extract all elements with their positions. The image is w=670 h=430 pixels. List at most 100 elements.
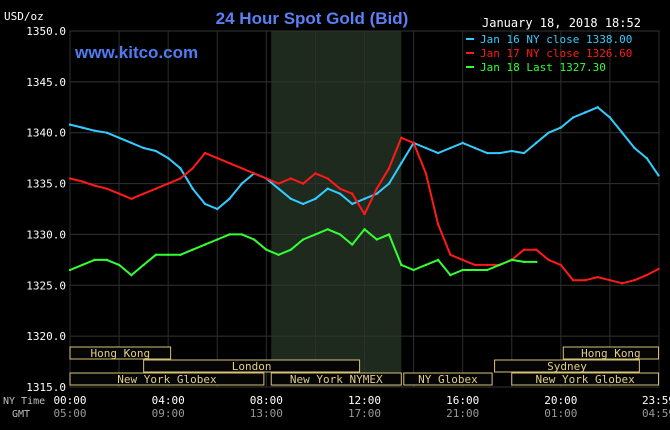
- data-point: [81, 180, 84, 183]
- data-point: [571, 279, 575, 282]
- data-point: [449, 146, 452, 150]
- data-point: [179, 253, 182, 256]
- data-point: [412, 268, 415, 272]
- data-point: [449, 273, 452, 277]
- data-point: [326, 187, 329, 190]
- data-point: [203, 243, 207, 246]
- data-point: [240, 167, 243, 170]
- data-point: [117, 192, 121, 195]
- data-point: [608, 116, 612, 119]
- x-tick-label-gmt: 13:00: [250, 407, 283, 420]
- data-point: [522, 151, 526, 155]
- legend-entry: Jan 17 NY close 1326.60: [480, 47, 632, 60]
- session-label: New York Globex: [117, 373, 217, 386]
- data-point: [473, 263, 477, 267]
- x-tick-label-ny: 20:00: [544, 394, 577, 407]
- session-bar: [270, 372, 402, 386]
- data-point: [584, 111, 587, 114]
- data-point: [289, 197, 293, 201]
- data-point: [93, 129, 96, 132]
- grid-lines: [69, 30, 660, 388]
- data-point: [424, 172, 428, 175]
- data-point: [608, 279, 612, 282]
- data-point: [657, 267, 660, 271]
- data-point: [166, 182, 170, 185]
- data-point: [412, 141, 415, 145]
- market-sessions: Hong Kong London New York Globex New York N…: [69, 346, 660, 386]
- session-label: New York Globex: [535, 373, 635, 386]
- data-point: [117, 263, 121, 267]
- session-bar: [143, 359, 361, 373]
- data-point: [179, 167, 182, 170]
- session-label: Hong Kong: [91, 347, 151, 360]
- data-point: [522, 260, 526, 264]
- data-point: [473, 268, 477, 272]
- x-tick-label-ny: 23:59: [642, 394, 670, 407]
- data-point: [449, 253, 452, 256]
- data-point: [535, 248, 538, 251]
- data-point: [301, 202, 305, 206]
- data-point: [535, 141, 538, 145]
- data-point: [130, 141, 133, 145]
- data-point: [338, 187, 342, 190]
- y-tick-label: 1345.0: [26, 76, 66, 89]
- data-point: [547, 131, 550, 134]
- session-bar: [69, 346, 172, 360]
- data-point: [191, 167, 194, 170]
- session-label: NY Globex: [418, 373, 478, 386]
- y-tick-label: 1320.0: [26, 330, 66, 343]
- data-point: [363, 228, 366, 231]
- data-point: [228, 233, 231, 236]
- data-point: [191, 248, 194, 251]
- y-tick-label: 1325.0: [26, 279, 66, 292]
- x-tick-label-gmt: 21:00: [446, 407, 479, 420]
- data-point: [461, 268, 464, 272]
- data-point: [228, 162, 231, 165]
- data-point: [203, 202, 207, 206]
- data-point: [191, 187, 194, 190]
- data-point: [252, 172, 256, 175]
- data-point: [326, 228, 329, 231]
- data-point: [633, 146, 636, 150]
- data-point: [81, 126, 84, 129]
- data-point: [154, 149, 158, 153]
- y-axis: 1350.0 1345.0 1340.0 1335.0 1330.0 1325.0 1320…: [26, 25, 66, 394]
- legend-entry: Jan 18 Last 1327.30: [480, 61, 606, 74]
- data-point: [633, 279, 636, 282]
- data-point: [216, 207, 219, 211]
- data-point: [363, 197, 366, 201]
- data-point: [154, 253, 158, 256]
- data-point: [436, 258, 440, 262]
- data-point: [314, 172, 317, 175]
- data-point: [400, 136, 403, 139]
- y-tick-label: 1315.0: [26, 381, 66, 394]
- session-label: London: [232, 360, 272, 373]
- data-point: [498, 151, 501, 155]
- data-point: [68, 177, 72, 180]
- data-point: [166, 253, 170, 256]
- y-tick-label: 1340.0: [26, 127, 66, 140]
- data-point: [596, 106, 599, 109]
- chart-timestamp: January 18, 2018 18:52: [482, 16, 641, 30]
- data-point: [142, 146, 145, 150]
- data-point: [326, 177, 329, 180]
- x-tick-label-ny: 04:00: [152, 394, 185, 407]
- session-bar: [403, 372, 493, 386]
- legend-entry: Jan 16 NY close 1338.00: [480, 33, 632, 46]
- data-point: [81, 263, 84, 267]
- data-point: [252, 238, 256, 241]
- data-point: [142, 192, 145, 195]
- data-point: [277, 253, 280, 256]
- data-point: [498, 263, 501, 267]
- data-point: [559, 263, 563, 267]
- data-point: [130, 273, 133, 277]
- y-tick-label: 1330.0: [26, 228, 66, 241]
- x-tick-label-gmt: 17:00: [348, 407, 381, 420]
- data-point: [301, 238, 305, 241]
- data-point: [400, 162, 403, 165]
- data-point: [424, 263, 428, 267]
- data-point: [400, 263, 403, 267]
- data-point: [93, 258, 96, 262]
